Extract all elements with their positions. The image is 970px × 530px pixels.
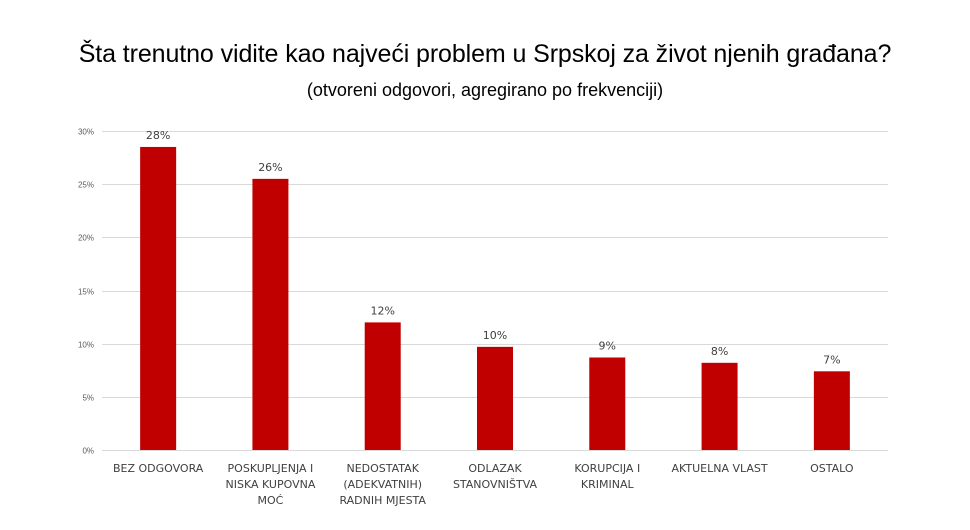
chart-subtitle: (otvoreni odgovori, agregirano po frekve… [306,80,664,100]
y-tick-label: 20% [78,234,94,243]
y-tick-label: 0% [82,447,94,456]
y-tick-label: 5% [82,394,94,403]
bars [140,146,850,450]
bar [364,322,401,450]
bar [589,357,626,450]
data-label: 28% [146,129,170,142]
category-label: AKTUELNA VLAST [672,462,768,475]
data-label: 10% [483,329,507,342]
category-label: POSKUPLJENJA I NISKA KUPOVNA MOĆ [226,462,316,507]
category-label: KORUPCIJA I KRIMINAL [574,462,640,491]
bar [813,371,850,450]
bar [252,178,289,450]
category-label: OSTALO [810,462,854,475]
bar [477,346,513,450]
y-tick-label: 10% [78,341,94,350]
data-label: 26% [258,161,282,174]
data-label: 7% [823,353,840,366]
bar [701,362,738,450]
data-label: 9% [599,339,616,352]
chart-title: Šta trenutno vidite kao najveći problem … [78,40,892,68]
y-axis-ticks: 0% 5% 10% 15% 20% 25% 30% [78,128,94,456]
bar [140,146,177,450]
data-label: 8% [711,345,728,358]
data-label: 12% [370,304,394,317]
category-label: BEZ ODGOVORA [113,462,204,475]
category-labels: BEZ ODGOVORA POSKUPLJENJA I NISKA KUPOVNA M… [113,462,854,507]
category-label: ODLAZAK STANOVNIŠTVA [453,462,538,491]
y-tick-label: 30% [78,128,94,137]
y-tick-label: 25% [78,181,94,190]
category-label: NEDOSTATAK (ADEKVATNIH) RADNIH MJESTA [339,462,426,507]
data-labels: 28% 26% 12% 10% 9% 8% 7% [146,129,841,366]
y-tick-label: 15% [78,288,94,297]
